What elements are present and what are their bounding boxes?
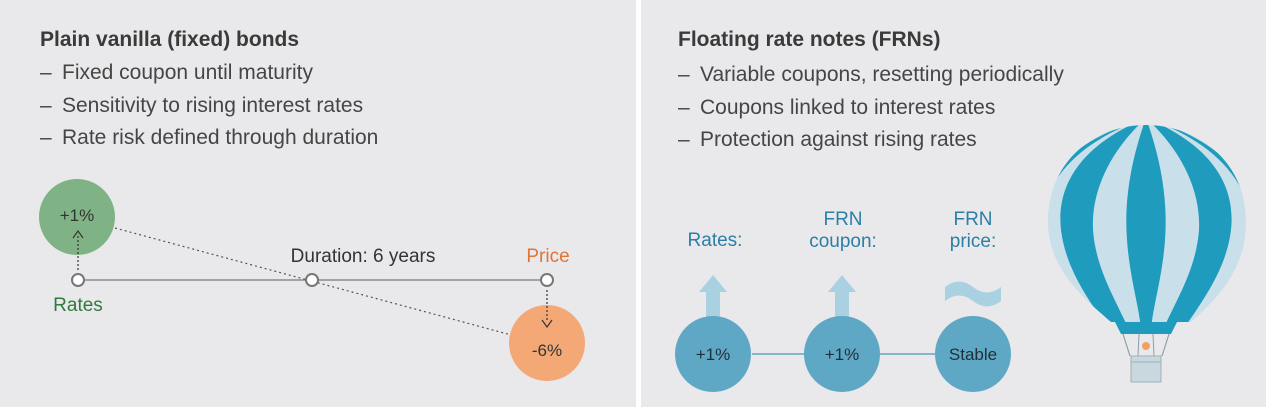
rates-change-circle [39, 179, 115, 255]
duration-node [305, 273, 319, 287]
up-arrow-icon [72, 229, 84, 239]
tilde-wave-icon [945, 281, 1001, 307]
up-arrow-icon [828, 275, 856, 329]
rates-change-text: +1% [60, 206, 95, 225]
price-change-circle [509, 305, 585, 381]
rates-value: +1% [696, 345, 731, 364]
rates-column-label: Rates: [688, 230, 743, 251]
price-label: Price [526, 246, 569, 267]
bullet-item: – Sensitivity to rising interest rates [40, 93, 364, 117]
bullet-item: – Fixed coupon until maturity [40, 61, 313, 84]
price-node [540, 273, 554, 287]
frn-diagram: Rates: FRN coupon: FRN price: +1% +1% St… [675, 125, 1246, 392]
frn-price-circle [935, 316, 1011, 392]
frn-coupon-value: +1% [825, 345, 860, 364]
rates-node [71, 273, 85, 287]
hot-air-balloon-icon [1048, 125, 1246, 383]
frn-coupon-label-line1: FRN [823, 209, 862, 230]
frn-price-label-line2: price: [950, 231, 996, 252]
bullet-item: – Coupons linked to interest rates [678, 95, 996, 119]
frn-price-label-line1: FRN [953, 209, 992, 230]
frn-price-value: Stable [949, 345, 997, 364]
bullet-item: – Variable coupons, resetting periodicall… [678, 63, 1064, 86]
up-arrow-icon [699, 275, 727, 329]
duration-diagram: +1% -6% Rates Duration: 6 years Price [39, 179, 585, 381]
frn-coupon-label-line2: coupon: [809, 231, 877, 252]
frn-panel: Floating rate notes (FRNs) – Variable cou… [641, 0, 1266, 407]
rates-circle [675, 316, 751, 392]
duration-label: Duration: 6 years [291, 246, 436, 267]
fixed-bonds-panel: Plain vanilla (fixed) bonds – Fixed coupo… [0, 0, 636, 407]
fixed-bonds-title: Plain vanilla (fixed) bonds [40, 28, 300, 51]
sensitivity-line [114, 227, 516, 337]
fixed-bonds-bullets: – Fixed coupon until maturity – Sensitivit… [40, 57, 378, 155]
bullet-item: – Rate risk defined through duration [40, 126, 379, 149]
bullet-item: – Protection against rising rates [678, 128, 977, 151]
frn-coupon-circle [804, 316, 880, 392]
frn-title: Floating rate notes (FRNs) [678, 28, 941, 51]
down-arrow-icon [541, 319, 553, 329]
rates-label: Rates [53, 295, 103, 316]
price-change-text: -6% [532, 341, 562, 360]
frn-bullets: – Variable coupons, resetting periodicall… [678, 59, 1064, 157]
